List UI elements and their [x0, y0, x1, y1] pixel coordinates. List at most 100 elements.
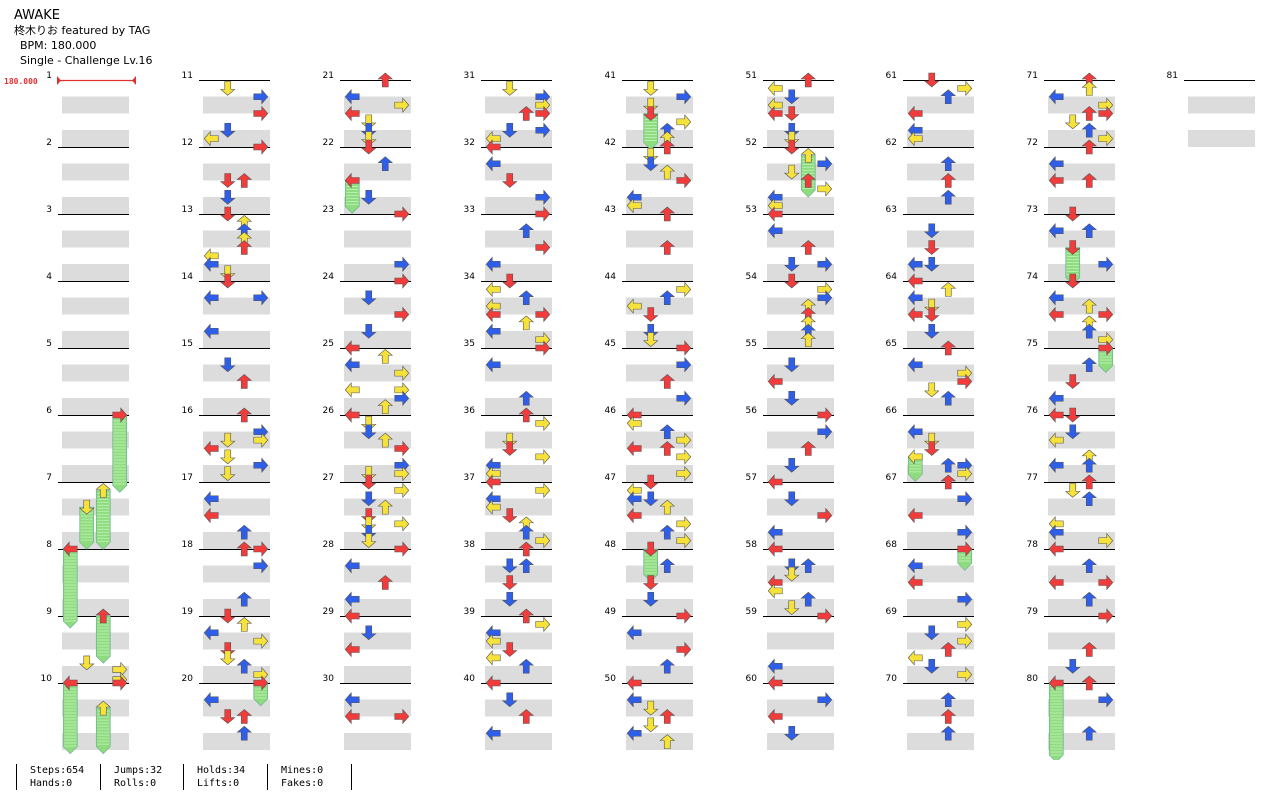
step-arrow: [1048, 541, 1064, 557]
beat-band: [344, 297, 411, 315]
measure-number: 53: [746, 205, 757, 215]
step-arrow: [626, 624, 642, 641]
beat-band: [767, 733, 834, 750]
step-arrow: [642, 717, 659, 733]
measure-number: 79: [1027, 607, 1039, 617]
beat-band: [767, 398, 834, 415]
step-arrow: [1064, 483, 1081, 498]
step-arrow: [940, 474, 957, 490]
step-arrow: [1081, 323, 1098, 339]
step-arrow: [485, 633, 501, 649]
step-arrow: [940, 390, 957, 406]
step-arrow: [360, 508, 377, 523]
step-arrow: [642, 106, 659, 121]
step-arrow: [518, 608, 535, 624]
beat-band: [626, 632, 693, 650]
step-arrow: [659, 524, 676, 540]
step-arrow: [1048, 516, 1064, 532]
beat-band: [62, 733, 129, 750]
stats-mines-fakes: Mines:0 Fakes:0: [267, 764, 323, 790]
step-arrow: [1064, 240, 1081, 255]
step-arrow: [676, 449, 692, 465]
measure-number: 74: [1027, 272, 1039, 282]
beat-band: [1048, 297, 1115, 315]
step-arrow: [344, 340, 360, 356]
beat-band: [203, 264, 270, 281]
song-title: AWAKE: [14, 8, 60, 23]
step-arrow: [344, 382, 360, 398]
step-arrow: [783, 390, 800, 406]
step-arrow: [817, 181, 833, 197]
step-arrow: [501, 575, 518, 590]
step-arrow: [203, 440, 219, 457]
step-arrow: [377, 499, 394, 515]
measure-number: 73: [1027, 205, 1038, 215]
step-arrow: [676, 465, 692, 482]
step-arrow: [1081, 357, 1098, 373]
step-arrow: [394, 365, 410, 381]
measure-number: 61: [886, 71, 897, 81]
step-arrow: [767, 105, 783, 122]
step-arrow: [377, 575, 394, 590]
beat-band: [203, 364, 270, 382]
step-arrow: [676, 516, 692, 532]
step-arrow: [767, 524, 783, 541]
step-arrow: [1048, 306, 1064, 323]
measure-number: 48: [605, 540, 617, 550]
step-arrow: [957, 490, 973, 507]
beat-band: [907, 532, 974, 549]
beat-band: [203, 465, 270, 482]
step-arrow: [907, 574, 923, 591]
step-arrow: [1081, 725, 1098, 741]
beat-band: [626, 666, 693, 683]
step-arrow: [203, 130, 219, 147]
step-arrow: [95, 482, 112, 498]
step-arrow: [659, 206, 676, 222]
step-arrow: [626, 507, 642, 524]
step-arrow: [626, 482, 642, 499]
step-arrow: [800, 591, 817, 607]
step-arrow: [957, 541, 973, 557]
step-arrow: [1081, 675, 1098, 691]
step-arrow: [1064, 407, 1081, 423]
beat-band: [626, 565, 693, 583]
measure-number: 6: [46, 406, 52, 416]
stats-jumps-rolls: Jumps:32 Rolls:0: [100, 764, 162, 790]
step-arrow: [485, 323, 501, 340]
step-arrow: [767, 222, 783, 239]
beat-band: [767, 431, 834, 449]
beat-band: [485, 599, 552, 616]
step-arrow: [219, 466, 236, 482]
stat-steps: Steps:654: [30, 765, 85, 776]
step-arrow: [783, 256, 800, 272]
beat-band: [1048, 599, 1115, 616]
measure-number: 77: [1027, 473, 1038, 483]
step-arrow: [112, 407, 128, 423]
step-arrow: [518, 315, 535, 331]
step-arrow: [783, 273, 800, 289]
step-arrow: [236, 541, 253, 557]
beat-band: [203, 498, 270, 516]
beat-band: [203, 565, 270, 583]
beat-band: [485, 565, 552, 583]
step-arrow: [767, 675, 783, 691]
beat-band: [62, 599, 129, 616]
step-arrow: [62, 675, 78, 691]
step-arrow: [642, 491, 659, 507]
beat-band: [62, 431, 129, 449]
measure-number: 30: [323, 674, 335, 684]
step-arrow: [783, 725, 800, 741]
step-arrow: [923, 432, 940, 448]
stat-hands: Hands:0: [30, 778, 73, 789]
beat-band: [485, 130, 552, 147]
beat-band: [62, 364, 129, 382]
step-arrow: [360, 424, 377, 440]
measure-number: 17: [182, 473, 193, 483]
step-arrow: [253, 633, 269, 649]
step-arrow: [501, 173, 518, 188]
beat-band: [62, 163, 129, 181]
measure-number: 49: [605, 607, 617, 617]
step-arrow: [377, 432, 394, 448]
step-arrow: [642, 156, 659, 172]
step-arrow: [817, 256, 833, 273]
